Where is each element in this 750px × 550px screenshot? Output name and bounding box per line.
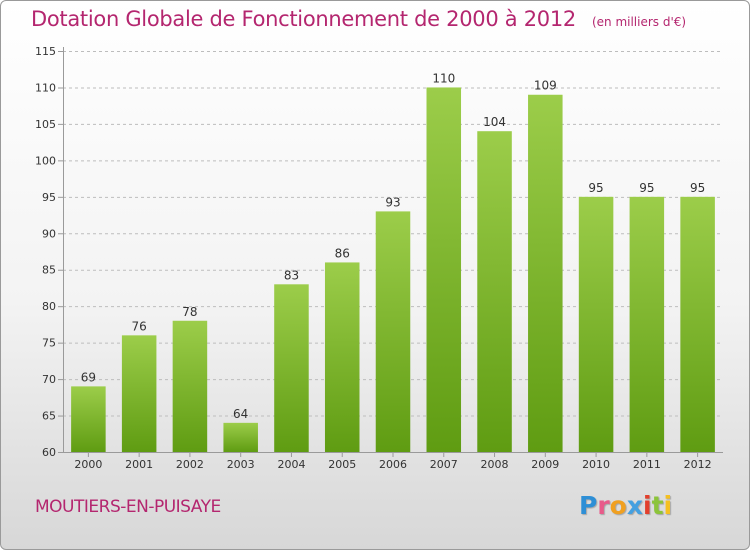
x-tick-label: 2006 xyxy=(379,458,407,471)
bar-value-label: 109 xyxy=(534,79,557,93)
bar-value-label: 69 xyxy=(81,370,96,384)
x-tick-label: 2002 xyxy=(176,458,204,471)
y-tick-label: 85 xyxy=(42,264,56,277)
bar xyxy=(324,262,360,452)
bar xyxy=(121,335,157,452)
logo-letter: x xyxy=(626,491,643,520)
y-tick-label: 65 xyxy=(42,410,56,423)
y-tick-label: 70 xyxy=(42,373,56,386)
bar xyxy=(71,386,106,452)
y-tick-label: 90 xyxy=(42,227,56,240)
bar xyxy=(578,196,614,452)
bar-value-label: 104 xyxy=(483,115,506,129)
x-tick-label: 2003 xyxy=(227,458,255,471)
bar xyxy=(528,94,563,452)
commune-name: MOUTIERS-EN-PUISAYE xyxy=(35,497,221,517)
bar xyxy=(426,87,462,453)
chart-title: Dotation Globale de Fonctionnement de 20… xyxy=(31,7,576,31)
y-tick-label: 105 xyxy=(35,118,56,131)
bar-value-label: 86 xyxy=(335,246,350,260)
axes xyxy=(58,47,723,457)
bar xyxy=(223,422,258,452)
x-tick-label: 2004 xyxy=(277,458,305,471)
y-tick-label: 80 xyxy=(42,300,56,313)
x-tick-label: 2012 xyxy=(684,458,712,471)
x-tick-label: 2011 xyxy=(633,458,661,471)
x-tick-label: 2009 xyxy=(531,458,559,471)
bar-value-label: 95 xyxy=(690,181,705,195)
x-tick-label: 2000 xyxy=(74,458,102,471)
y-tick-label: 110 xyxy=(35,81,56,94)
bar-value-label: 110 xyxy=(432,71,455,85)
y-tick-label: 115 xyxy=(35,45,56,58)
unit-label: (en milliers d'€) xyxy=(591,15,687,29)
y-tick-label: 95 xyxy=(42,191,56,204)
bar-value-label: 95 xyxy=(588,181,603,195)
x-tick-label: 2001 xyxy=(125,458,153,471)
y-tick-label: 60 xyxy=(42,446,56,459)
bar-value-label: 76 xyxy=(132,319,147,333)
title-row: Dotation Globale de Fonctionnement de 20… xyxy=(31,7,686,31)
bar xyxy=(680,196,715,452)
logo-letter: r xyxy=(597,491,610,520)
logo-letter: i xyxy=(663,491,673,520)
bar xyxy=(375,211,411,452)
bar xyxy=(477,131,512,452)
logo-letter: t xyxy=(651,491,664,520)
y-tick-label: 100 xyxy=(35,154,56,167)
bars xyxy=(71,87,715,453)
proxiti-logo: Proxiti xyxy=(579,491,672,520)
bar-value-label: 95 xyxy=(639,181,654,195)
x-tick-label: 2010 xyxy=(582,458,610,471)
x-tick-label: 2005 xyxy=(328,458,356,471)
bar xyxy=(172,320,208,452)
logo-letter: o xyxy=(609,491,627,520)
bar-value-label: 93 xyxy=(385,195,400,209)
logo-letter: i xyxy=(643,491,652,520)
bar-value-label: 83 xyxy=(284,268,299,282)
y-tick-label: 75 xyxy=(42,337,56,350)
bar-value-label: 78 xyxy=(182,305,197,319)
x-tick-label: 2008 xyxy=(481,458,509,471)
logo-letter: P xyxy=(579,491,598,520)
labels: 60 65 70 75 80 85 90 95 100 105 110 115 69 2000 76 2001… xyxy=(35,45,712,471)
x-tick-label: 2007 xyxy=(430,458,458,471)
bar xyxy=(274,284,309,452)
bar-value-label: 64 xyxy=(233,407,248,421)
bar xyxy=(629,196,665,452)
